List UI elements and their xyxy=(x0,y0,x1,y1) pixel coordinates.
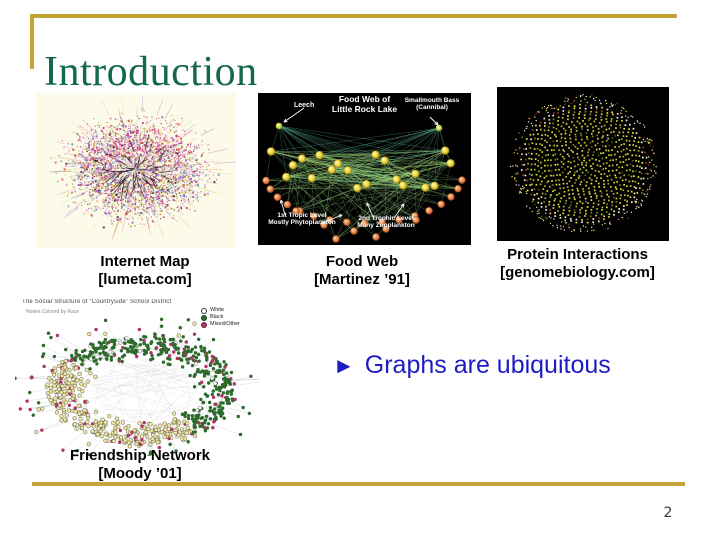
bullet-line: ► Graphs are ubiquitous xyxy=(333,351,611,380)
internet-map-caption-line1: Internet Map xyxy=(100,253,190,270)
food-web-label-leech: Leech xyxy=(294,102,315,109)
friendship-caption: Friendship Network [Moody ’01] xyxy=(45,447,235,483)
food-web-caption-line2: [Martinez ’91] xyxy=(314,271,410,288)
friendship-legend-label: White xyxy=(210,307,225,313)
food-web-label-bass: Smallmouth Bass (Cannibal) xyxy=(396,97,468,112)
friendship-legend-item-white: White xyxy=(201,307,240,314)
friendship-legend-item-black: Black xyxy=(201,314,240,321)
friendship-legend-label: Mixed/Other xyxy=(210,321,240,327)
food-web-caption-line1: Food Web xyxy=(325,253,399,270)
bottom-accent-rule xyxy=(32,482,685,486)
food-web-label-trophic1-line1: 1st Tropic Level xyxy=(277,212,327,219)
food-web-inner-title-line1: Food Web of xyxy=(338,94,391,104)
food-web-inner-title-line2: Little Rock Lake xyxy=(331,103,398,114)
protein-caption: Protein Interactions [genomebiology.com] xyxy=(470,246,685,282)
top-accent-rule xyxy=(30,14,677,18)
food-web-caption: Food Web [Martinez ’91] xyxy=(278,253,446,289)
protein-caption-line1: Protein Interactions xyxy=(507,246,648,263)
page-number: 2 xyxy=(663,505,673,521)
food-web-inner-title: Food Web of Little Rock Lake xyxy=(258,94,471,115)
title-accent-bar xyxy=(30,14,34,69)
food-web-image: Food Web of Little Rock Lake Leech Small… xyxy=(258,93,471,245)
bullet-arrow-icon: ► xyxy=(333,353,355,378)
food-web-label-trophic2-line2: Many Zooplankton xyxy=(357,222,415,230)
food-web-label-bass-line2: (Cannibal) xyxy=(416,104,448,112)
friendship-inner-title: The Social Structure of “Countryside” Sc… xyxy=(22,299,172,305)
friendship-legend-label: Black xyxy=(210,314,224,320)
food-web-label-bass-line1: Smallmouth Bass xyxy=(404,97,460,104)
internet-map-caption: Internet Map [lumeta.com] xyxy=(55,253,235,289)
friendship-network-image: The Social Structure of “Countryside” Sc… xyxy=(15,296,260,456)
food-web-label-trophic1-line2: Mostly Phytoplankton xyxy=(268,219,336,227)
food-web-label-trophic2-line1: 2nd Trophic Level xyxy=(358,215,414,222)
friendship-inner-subtitle: Nodes Colored by Race xyxy=(26,309,80,315)
internet-map-caption-line2: [lumeta.com] xyxy=(98,271,192,288)
legend-dot-mixed-icon xyxy=(201,321,207,328)
food-web-label-trophic1: 1st Tropic Level Mostly Phytoplankton xyxy=(260,212,344,227)
friendship-caption-line1: Friendship Network xyxy=(69,447,211,464)
internet-map-image xyxy=(36,93,236,248)
protein-interactions-canvas xyxy=(497,87,669,241)
legend-dot-black-icon xyxy=(201,314,207,321)
internet-map-canvas xyxy=(36,93,236,248)
food-web-label-trophic2: 2nd Trophic Level Many Zooplankton xyxy=(348,215,424,230)
friendship-caption-line2: [Moody ’01] xyxy=(98,465,182,482)
food-web-canvas xyxy=(258,93,471,245)
friendship-network-canvas xyxy=(15,296,260,456)
bullet-text: Graphs are ubiquitous xyxy=(364,351,611,379)
protein-interactions-image xyxy=(497,87,669,241)
page-title: Introduction xyxy=(44,49,258,96)
friendship-legend: White Black Mixed/Other xyxy=(201,307,240,328)
protein-caption-line2: [genomebiology.com] xyxy=(500,264,655,281)
friendship-legend-item-mixed: Mixed/Other xyxy=(201,321,240,328)
legend-dot-white-icon xyxy=(201,307,207,314)
